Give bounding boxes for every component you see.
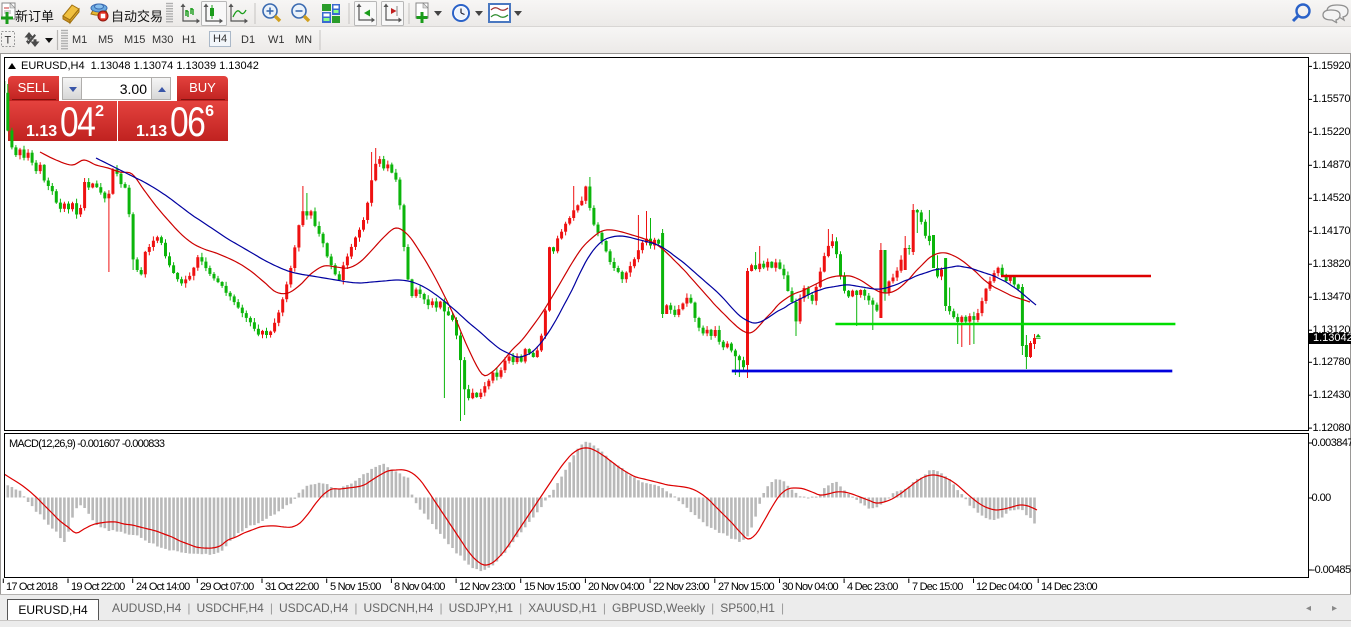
svg-text:T: T <box>5 35 12 47</box>
